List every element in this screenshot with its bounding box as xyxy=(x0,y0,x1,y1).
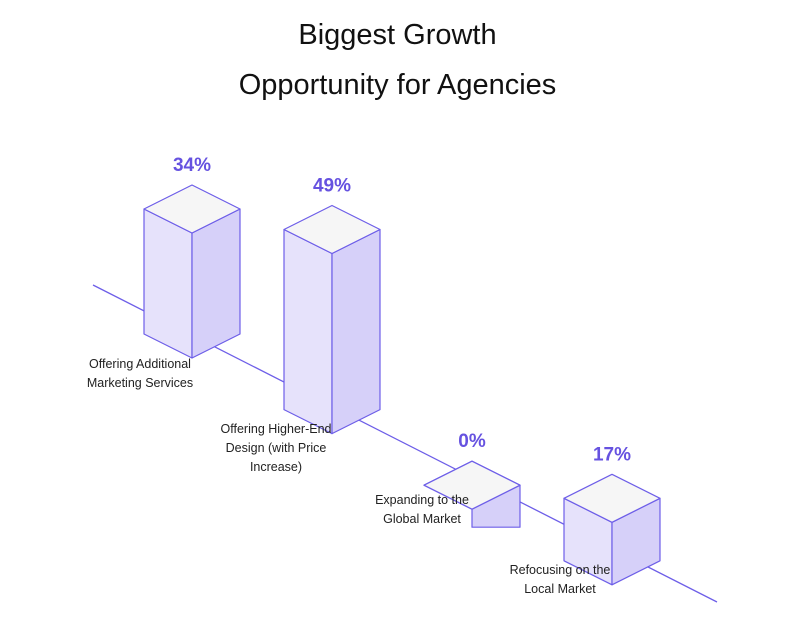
bar-4-top-face xyxy=(563,473,661,523)
category-label-2-line-1: Offering Higher-End xyxy=(221,422,332,436)
bar-1 xyxy=(143,184,241,359)
bar-2-left-face xyxy=(283,228,333,435)
category-label-3-line-2: Global Market xyxy=(383,512,461,526)
bar-1-right-face xyxy=(191,208,241,359)
chart-title-line-1: Biggest Growth xyxy=(298,19,497,51)
category-label-4-line-1: Refocusing on the xyxy=(510,563,611,577)
category-label-2-line-3: Increase) xyxy=(250,460,302,474)
bar-2-top-face xyxy=(283,204,381,255)
value-label-2: 49% xyxy=(313,175,351,196)
category-label-1-line-1: Offering Additional xyxy=(89,357,191,371)
category-label-4-line-2: Local Market xyxy=(524,582,596,596)
bar-2 xyxy=(283,204,381,435)
category-label-1-line-2: Marketing Services xyxy=(87,376,193,390)
bar-1-top-face xyxy=(143,184,241,234)
chart-title-line-2: Opportunity for Agencies xyxy=(238,69,557,101)
value-label-4: 17% xyxy=(593,444,631,465)
value-label-1: 34% xyxy=(173,155,211,176)
bar-4 xyxy=(563,473,661,586)
bar-1-left-face xyxy=(143,208,193,359)
value-label-3: 0% xyxy=(458,431,486,452)
category-label-3-line-1: Expanding to the xyxy=(375,493,469,507)
category-label-2-line-2: Design (with Price xyxy=(226,441,327,455)
bar-3-top-face-overlay xyxy=(423,460,521,510)
bar-3 xyxy=(423,460,521,528)
bar-2-right-face xyxy=(331,228,381,435)
